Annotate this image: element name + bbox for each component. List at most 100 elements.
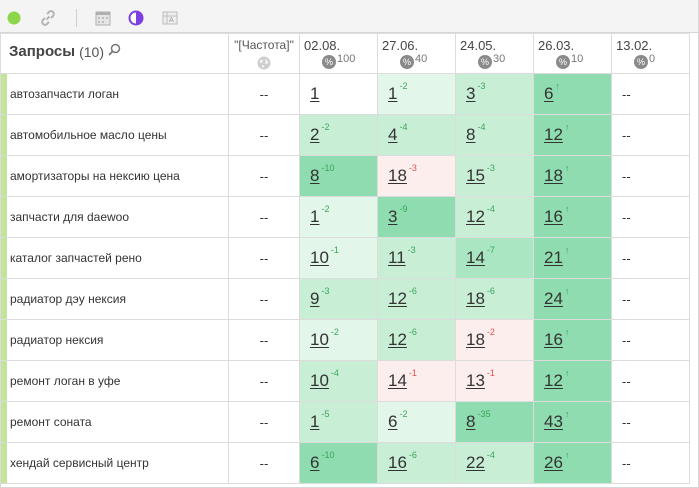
position-link[interactable]: 8 xyxy=(466,412,476,431)
position-link[interactable]: 6 xyxy=(310,453,320,472)
empty-position: -- xyxy=(622,414,631,430)
calendar-icon[interactable] xyxy=(95,10,111,26)
position-link[interactable]: 8 xyxy=(466,125,476,144)
query-cell[interactable]: радиатор дэу нексия xyxy=(0,278,229,320)
position-link[interactable]: 18 xyxy=(388,166,407,185)
position-link[interactable]: 18 xyxy=(466,289,485,308)
query-cell[interactable]: радиатор нексия xyxy=(0,319,229,361)
position-cell: 1 -2 xyxy=(377,73,456,115)
position-link[interactable]: 24 xyxy=(544,289,563,308)
percent-icon: % xyxy=(322,55,336,69)
position-cell: 6 -2 xyxy=(377,401,456,443)
position-link[interactable]: 1 xyxy=(310,412,320,431)
position-link[interactable]: 6 xyxy=(388,412,398,431)
position-cell: 3 -3 xyxy=(455,73,534,115)
position-link[interactable]: 14 xyxy=(466,248,485,267)
position-delta: -2 xyxy=(321,122,330,132)
query-text: каталог запчастей рено xyxy=(10,251,142,265)
position-link[interactable]: 6 xyxy=(544,84,554,103)
query-cell[interactable]: автомобильное масло цены xyxy=(0,114,229,156)
empty-position: -- xyxy=(622,127,631,143)
position-link[interactable]: 12 xyxy=(544,371,563,390)
position-link[interactable]: 18 xyxy=(466,330,485,349)
position-cell: 2 -2 xyxy=(299,114,378,156)
position-link[interactable]: 12 xyxy=(388,330,407,349)
table-row: ремонт соната -- 1 -5 6 -2 8 -35 43 ↑ -- xyxy=(0,401,690,443)
position-delta: ↑ xyxy=(564,450,570,460)
frequency-cell: -- xyxy=(228,442,300,484)
search-icon[interactable] xyxy=(108,43,121,60)
position-link[interactable]: 10 xyxy=(310,248,329,267)
position-cell: 14 -1 xyxy=(377,360,456,402)
frequency-value: -- xyxy=(259,168,269,184)
frequency-cell: -- xyxy=(228,114,300,156)
query-cell[interactable]: каталог запчастей рено xyxy=(0,237,229,279)
position-delta: -6 xyxy=(408,450,417,460)
table-export-icon[interactable]: A xyxy=(162,10,178,26)
frequency-value: -- xyxy=(259,373,269,389)
position-link[interactable]: 43 xyxy=(544,412,563,431)
position-link[interactable]: 18 xyxy=(544,166,563,185)
position-link[interactable]: 21 xyxy=(544,248,563,267)
position-cell: 14 -7 xyxy=(455,237,534,279)
position-link[interactable]: 4 xyxy=(388,125,398,144)
position-delta: -3 xyxy=(486,163,495,173)
header-row: Запросы (10) "[Частота]" 02.08.% 100 27.06… xyxy=(0,33,690,74)
frequency-value: -- xyxy=(259,250,269,266)
query-cell[interactable]: автозапчасти логан xyxy=(0,73,229,115)
date-column-header[interactable]: 27.06.% 40 xyxy=(377,33,456,74)
empty-position: -- xyxy=(622,250,631,266)
position-cell: 18 -3 xyxy=(377,155,456,197)
position-link[interactable]: 12 xyxy=(388,289,407,308)
link-icon[interactable] xyxy=(40,10,56,26)
position-link[interactable]: 12 xyxy=(544,125,563,144)
query-text: ремонт логан в уфе xyxy=(10,374,121,388)
position-link[interactable]: 9 xyxy=(310,289,320,308)
empty-position: -- xyxy=(622,168,631,184)
position-link[interactable]: 1 xyxy=(310,207,320,226)
position-cell: 15 -3 xyxy=(455,155,534,197)
position-link[interactable]: 3 xyxy=(466,84,476,103)
position-link[interactable]: 10 xyxy=(310,371,329,390)
date-column-header[interactable]: 13.02.% 0 xyxy=(611,33,690,74)
position-link[interactable]: 1 xyxy=(310,84,320,103)
position-link[interactable]: 2 xyxy=(310,125,320,144)
position-cell: 22 -4 xyxy=(455,442,534,484)
position-link[interactable]: 16 xyxy=(544,207,563,226)
date-column-header[interactable]: 26.03.% 10 xyxy=(533,33,612,74)
query-text: радиатор нексия xyxy=(10,333,104,347)
position-link[interactable]: 10 xyxy=(310,330,329,349)
query-cell[interactable]: хендай сервисный центр xyxy=(0,442,229,484)
position-link[interactable]: 14 xyxy=(388,371,407,390)
date-column-header[interactable]: 24.05.% 30 xyxy=(455,33,534,74)
query-cell[interactable]: запчасти для daewoo xyxy=(0,196,229,238)
visibility-value: 100 xyxy=(337,53,356,65)
position-link[interactable]: 3 xyxy=(388,207,398,226)
position-link[interactable]: 1 xyxy=(388,84,398,103)
position-link[interactable]: 16 xyxy=(544,330,563,349)
position-link[interactable]: 16 xyxy=(388,453,407,472)
contrast-icon[interactable] xyxy=(128,10,144,26)
position-cell: 12 -4 xyxy=(455,196,534,238)
frequency-header[interactable]: "[Частота]" xyxy=(228,33,300,74)
position-delta: ↑ xyxy=(564,122,570,132)
toolbar-divider xyxy=(76,9,77,27)
position-link[interactable]: 11 xyxy=(388,248,406,267)
position-link[interactable]: 15 xyxy=(466,166,485,185)
position-link[interactable]: 22 xyxy=(466,453,485,472)
position-link[interactable]: 12 xyxy=(466,207,485,226)
query-cell[interactable]: амортизаторы на нексию цена xyxy=(0,155,229,197)
frequency-value: -- xyxy=(259,455,269,471)
position-delta: ↑ xyxy=(564,163,570,173)
query-cell[interactable]: ремонт логан в уфе xyxy=(0,360,229,402)
position-link[interactable]: 8 xyxy=(310,166,320,185)
frequency-value: -- xyxy=(259,414,269,430)
green-dot-icon[interactable] xyxy=(6,10,22,26)
position-cell: 18 -2 xyxy=(455,319,534,361)
position-delta: ↑ xyxy=(564,245,570,255)
date-column-header[interactable]: 02.08.% 100 xyxy=(299,33,378,74)
position-link[interactable]: 13 xyxy=(466,371,485,390)
query-cell[interactable]: ремонт соната xyxy=(0,401,229,443)
position-cell: 8 -4 xyxy=(455,114,534,156)
position-link[interactable]: 26 xyxy=(544,453,563,472)
